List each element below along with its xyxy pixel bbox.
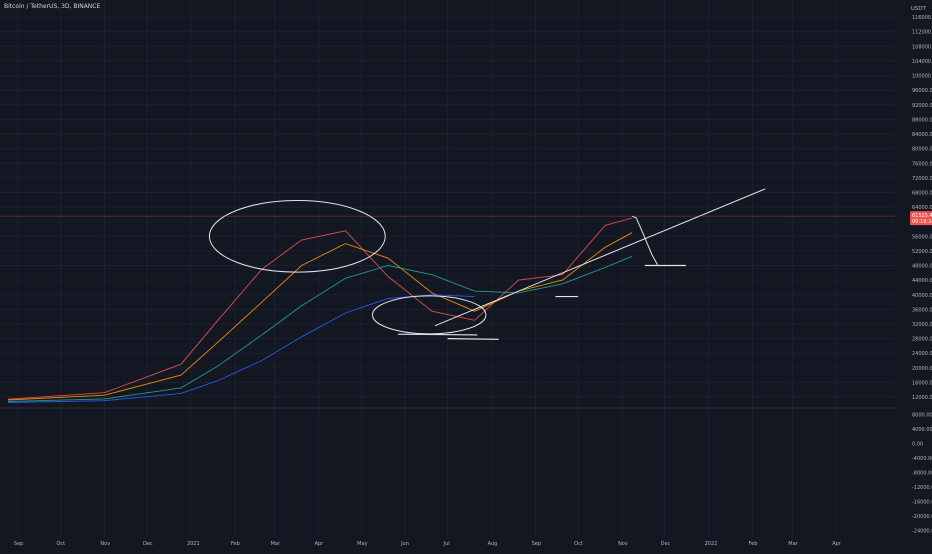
- price-tick-label: 52000.00: [912, 249, 932, 255]
- pattern-ellipse: [371, 295, 487, 335]
- volume-tick-label: 0.00: [912, 442, 923, 448]
- time-tick-label: Jul: [443, 541, 450, 547]
- grid-lines: [0, 0, 895, 537]
- price-tick-label: 40000.00: [912, 293, 932, 299]
- time-tick-label: Apr: [832, 541, 842, 547]
- price-tick-label: 16000.00: [912, 380, 932, 386]
- support-line: [447, 337, 499, 340]
- volume-tick-label: -12000.00: [912, 485, 932, 491]
- price-tick-label: 104000.00: [912, 59, 932, 65]
- moving-average-line: [7, 217, 633, 400]
- time-tick-label: Jun: [400, 541, 409, 547]
- current-price-badge: [910, 211, 932, 226]
- volume-tick-label: -24000.00: [912, 528, 932, 534]
- price-tick-label: 20000.00: [912, 366, 932, 372]
- moving-averages: [7, 217, 633, 403]
- price-tick-label: 96000.00: [912, 88, 932, 94]
- price-tick-label: 64000.00: [912, 205, 932, 211]
- time-tick-label: Oct: [56, 541, 65, 547]
- price-tick-label: 48000.00: [912, 264, 932, 270]
- price-tick-label: 28000.00: [912, 337, 932, 343]
- price-tick-label: 100000.00: [912, 74, 932, 80]
- projection-path: [631, 215, 658, 266]
- price-tick-label: 112000.00: [912, 30, 932, 36]
- time-tick-label: 2022: [705, 541, 718, 547]
- currency-label[interactable]: USDT: [910, 6, 926, 12]
- volume-tick-label: 4000.00: [912, 427, 932, 433]
- volume-tick-label: -16000.00: [912, 499, 932, 505]
- price-tick-label: 76000.00: [912, 161, 932, 167]
- price-tick-label: 36000.00: [912, 307, 932, 313]
- volume-tick-label: 8000.00: [912, 413, 932, 419]
- time-axis[interactable]: Sep Oct Nov Dec 2021 Feb Mar Apr May Jun Jul Aug Sep…: [14, 541, 842, 547]
- price-tick-label: 116000.00: [912, 15, 932, 21]
- time-tick-label: Nov: [100, 541, 110, 547]
- support-line: [397, 333, 478, 336]
- price-tick-label: 32000.00: [912, 322, 932, 328]
- time-tick-label: Oct: [574, 541, 583, 547]
- volume-tick-label: -4000.00: [912, 456, 932, 462]
- time-tick-label: Feb: [749, 541, 758, 547]
- time-tick-label: Aug: [488, 541, 498, 547]
- time-tick-label: Dec: [661, 541, 671, 547]
- price-tick-label: 84000.00: [912, 132, 932, 138]
- time-tick-label: May: [357, 541, 367, 547]
- time-tick-label: Nov: [618, 541, 628, 547]
- price-tick-label: 108000.00: [912, 44, 932, 50]
- moving-average-line: [7, 232, 633, 401]
- volume-axis[interactable]: 8000.00 4000.00 0.00 -4000.00 -8000.00 -12000…: [912, 413, 932, 535]
- time-tick-label: Feb: [231, 541, 240, 547]
- volume-tick-label: -8000.00: [912, 471, 932, 477]
- price-axis[interactable]: 12000.00 16000.00 20000.00 24000.00 28000.00…: [912, 15, 932, 401]
- time-tick-label: Mar: [271, 541, 281, 547]
- volume-tick-label: -20000.00: [912, 514, 932, 520]
- price-tick-label: 72000.00: [912, 176, 932, 182]
- symbol-title[interactable]: Bitcoin / TetherUS, 3D, BINANCE: [4, 3, 101, 10]
- countdown-label: 00:19:24: [912, 219, 932, 225]
- trendline: [434, 188, 766, 327]
- time-tick-label: Dec: [143, 541, 153, 547]
- price-tick-label: 56000.00: [912, 234, 932, 240]
- price-tick-label: 44000.00: [912, 278, 932, 284]
- price-tick-label: 12000.00: [912, 395, 932, 401]
- price-tick-label: 80000.00: [912, 147, 932, 153]
- time-tick-label: Apr: [315, 541, 325, 547]
- moving-average-line: [7, 255, 633, 402]
- time-tick-label: 2021: [187, 541, 200, 547]
- current-price-label: 61525.48: [912, 213, 932, 219]
- price-tick-label: 88000.00: [912, 117, 932, 123]
- time-tick-label: Mar: [788, 541, 798, 547]
- time-tick-label: Sep: [14, 541, 23, 547]
- time-tick-label: Sep: [532, 541, 541, 547]
- price-labels: 61525.4800:19:24: [910, 211, 932, 225]
- price-tick-label: 92000.00: [912, 103, 932, 109]
- chart-drawings[interactable]: [0, 188, 895, 340]
- price-tick-label: 68000.00: [912, 190, 932, 196]
- price-tick-label: 24000.00: [912, 351, 932, 357]
- pattern-ellipse: [208, 200, 386, 273]
